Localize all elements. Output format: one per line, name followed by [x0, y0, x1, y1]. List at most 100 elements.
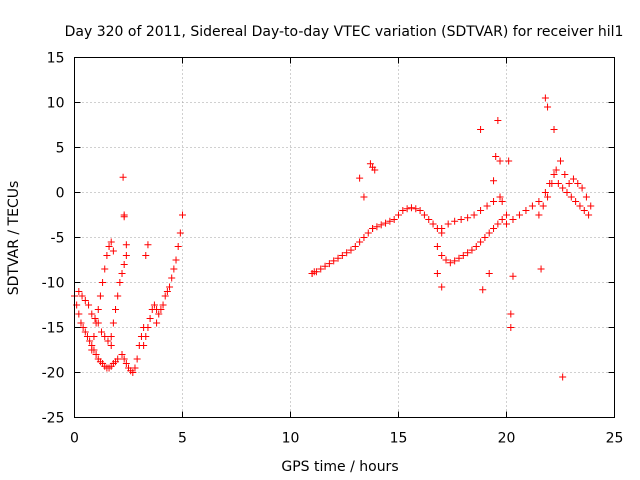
- data-point: [433, 270, 441, 277]
- data-points: [71, 94, 595, 381]
- data-point: [390, 216, 398, 223]
- data-point: [83, 333, 91, 340]
- data-point: [81, 328, 89, 336]
- y-tick-label: -20: [42, 366, 65, 382]
- x-tick-label: 0: [70, 431, 79, 447]
- data-point: [416, 207, 424, 214]
- data-point: [572, 198, 580, 205]
- series-arc-6: [308, 225, 377, 277]
- x-tick-label: 20: [498, 431, 516, 447]
- chart-title: Day 320 of 2011, Sidereal Day-to-day VTE…: [65, 24, 624, 40]
- series-arc-11: [535, 157, 595, 219]
- y-tick-label: 0: [56, 186, 65, 202]
- x-tick-label: 10: [282, 431, 300, 447]
- data-point: [142, 252, 150, 259]
- data-point: [161, 292, 169, 300]
- data-point: [91, 315, 99, 322]
- data-point: [105, 243, 113, 250]
- data-point: [146, 315, 154, 322]
- data-point: [490, 225, 498, 232]
- data-point: [116, 279, 124, 286]
- data-point: [98, 328, 105, 336]
- data-point: [112, 306, 120, 313]
- y-tick-labels: -25 -20 -15 -10 -5 0 5 10 15: [42, 51, 65, 427]
- data-point: [446, 259, 454, 267]
- data-point: [107, 238, 115, 246]
- data-point: [451, 217, 459, 225]
- data-point: [470, 211, 478, 219]
- data-point: [567, 193, 575, 201]
- data-point: [99, 279, 107, 286]
- data-point: [356, 174, 364, 182]
- data-point: [503, 220, 510, 228]
- series-arc-0-2: [75, 288, 115, 349]
- data-point: [140, 342, 148, 349]
- x-tick-label: 15: [390, 431, 408, 447]
- data-point: [481, 234, 489, 241]
- data-point: [373, 223, 381, 231]
- data-point: [122, 360, 130, 367]
- y-tick-label: -5: [51, 231, 65, 247]
- data-point: [101, 265, 109, 273]
- data-point: [144, 324, 152, 331]
- data-point: [505, 157, 513, 165]
- data-point: [79, 324, 87, 331]
- data-point: [81, 297, 89, 304]
- data-point: [133, 355, 141, 363]
- data-point: [155, 310, 163, 318]
- data-point: [468, 246, 476, 254]
- data-point: [578, 184, 586, 192]
- series-arc-4: [140, 301, 161, 349]
- data-point: [325, 260, 333, 268]
- data-point: [118, 351, 126, 358]
- data-point: [442, 256, 450, 264]
- data-point: [114, 355, 122, 363]
- data-point: [498, 198, 506, 205]
- data-point: [569, 175, 577, 183]
- data-point: [561, 171, 569, 178]
- series-arc-5: [153, 211, 186, 327]
- data-point: [429, 220, 437, 228]
- data-point: [386, 217, 394, 225]
- x-tick-label: 25: [606, 431, 624, 447]
- data-point: [485, 229, 493, 237]
- data-point: [528, 202, 536, 210]
- data-point: [118, 270, 126, 277]
- series-arc-1: [88, 238, 117, 354]
- data-point: [507, 324, 515, 331]
- data-point: [317, 265, 325, 273]
- data-point: [166, 283, 174, 291]
- series-arc-0-1: [71, 292, 122, 372]
- data-point: [343, 249, 351, 257]
- data-point: [371, 166, 379, 174]
- data-point: [544, 103, 552, 111]
- data-point: [122, 241, 130, 249]
- data-point: [494, 220, 502, 228]
- data-point: [107, 333, 115, 340]
- data-point: [120, 355, 128, 363]
- data-point: [433, 243, 441, 250]
- data-point: [122, 252, 130, 259]
- data-point: [552, 166, 560, 174]
- data-point: [88, 346, 96, 354]
- x-tick-labels: 0 5 10 15 20 25: [70, 431, 623, 447]
- data-point: [483, 202, 491, 210]
- data-point: [472, 243, 480, 250]
- data-point: [170, 265, 178, 273]
- data-point: [559, 184, 567, 192]
- data-point: [150, 301, 158, 309]
- data-point: [477, 207, 485, 214]
- y-tick-label: 5: [56, 141, 65, 157]
- data-point: [120, 211, 128, 219]
- data-point: [77, 319, 85, 327]
- data-point: [159, 301, 167, 309]
- data-point: [522, 207, 530, 214]
- series-arc-10: [503, 171, 593, 228]
- data-point: [356, 238, 364, 246]
- data-point: [455, 254, 463, 262]
- data-point: [496, 157, 504, 165]
- data-point: [574, 180, 582, 187]
- series-arc-3: [118, 324, 148, 376]
- data-point: [351, 243, 359, 250]
